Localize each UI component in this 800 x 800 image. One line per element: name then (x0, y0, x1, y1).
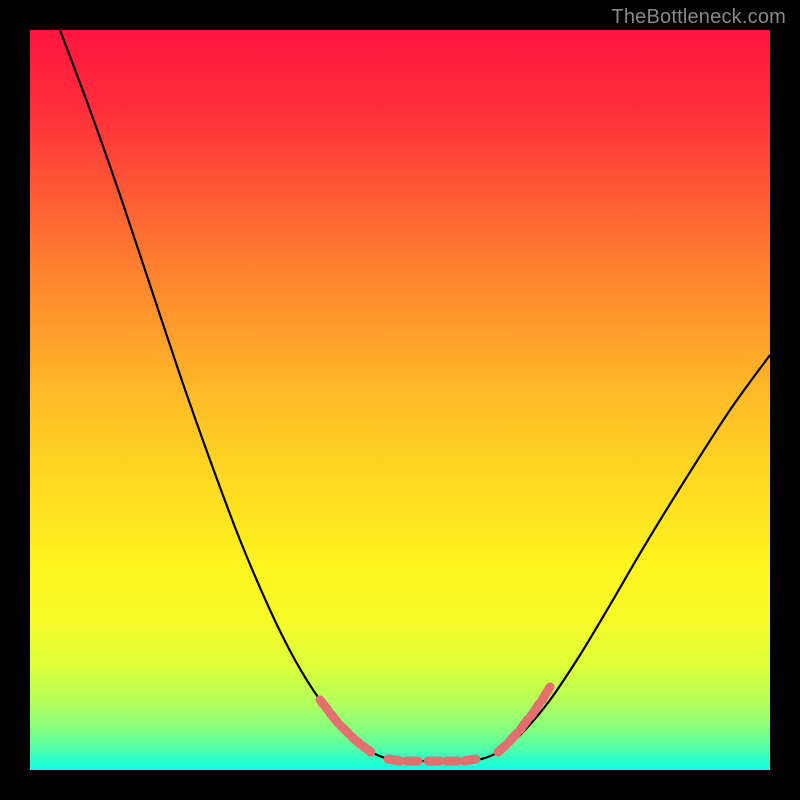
curve-marker-dash (498, 745, 506, 752)
chart-frame: TheBottleneck.com (0, 0, 800, 800)
marker-group (320, 687, 550, 761)
curve-marker-dash (341, 726, 349, 734)
bottleneck-curve (60, 30, 770, 761)
curve-marker-dash (542, 687, 550, 700)
curve-marker-dash (388, 759, 400, 761)
curve-marker-dash (363, 746, 371, 752)
curve-marker-dash (352, 737, 360, 744)
curve-marker-dash (330, 713, 338, 723)
curve-layer (30, 30, 770, 770)
curve-marker-dash (509, 733, 517, 742)
plot-area (30, 30, 770, 770)
curve-marker-dash (320, 700, 328, 710)
attribution-text: TheBottleneck.com (611, 6, 786, 29)
curve-marker-dash (464, 759, 476, 761)
